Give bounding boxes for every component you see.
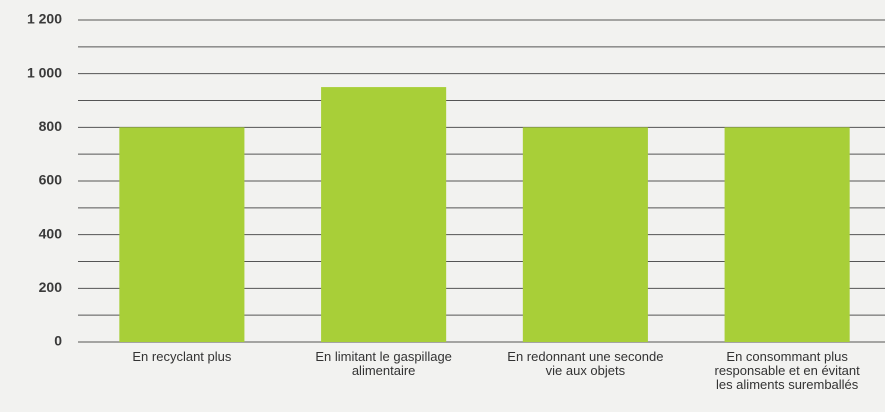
y-tick-label: 200 <box>39 279 63 295</box>
y-tick-label: 400 <box>39 225 63 241</box>
bar <box>724 127 850 342</box>
y-tick-label: 1 200 <box>27 11 62 27</box>
y-tick-label: 600 <box>39 172 63 188</box>
y-tick-label: 1 000 <box>27 64 62 80</box>
bar <box>522 127 648 342</box>
x-tick-label: En recyclant plus <box>132 349 232 364</box>
x-tick-label: En limitant le gaspillage alimentaire <box>315 349 452 378</box>
x-tick-label: En consommant plus responsable et en évi… <box>714 349 860 392</box>
x-tick-label: En redonnant une seconde vie aux objets <box>507 349 664 378</box>
bar <box>119 127 245 342</box>
bar <box>321 87 447 342</box>
y-tick-label: 800 <box>39 118 63 134</box>
y-tick-label: 0 <box>54 333 62 349</box>
